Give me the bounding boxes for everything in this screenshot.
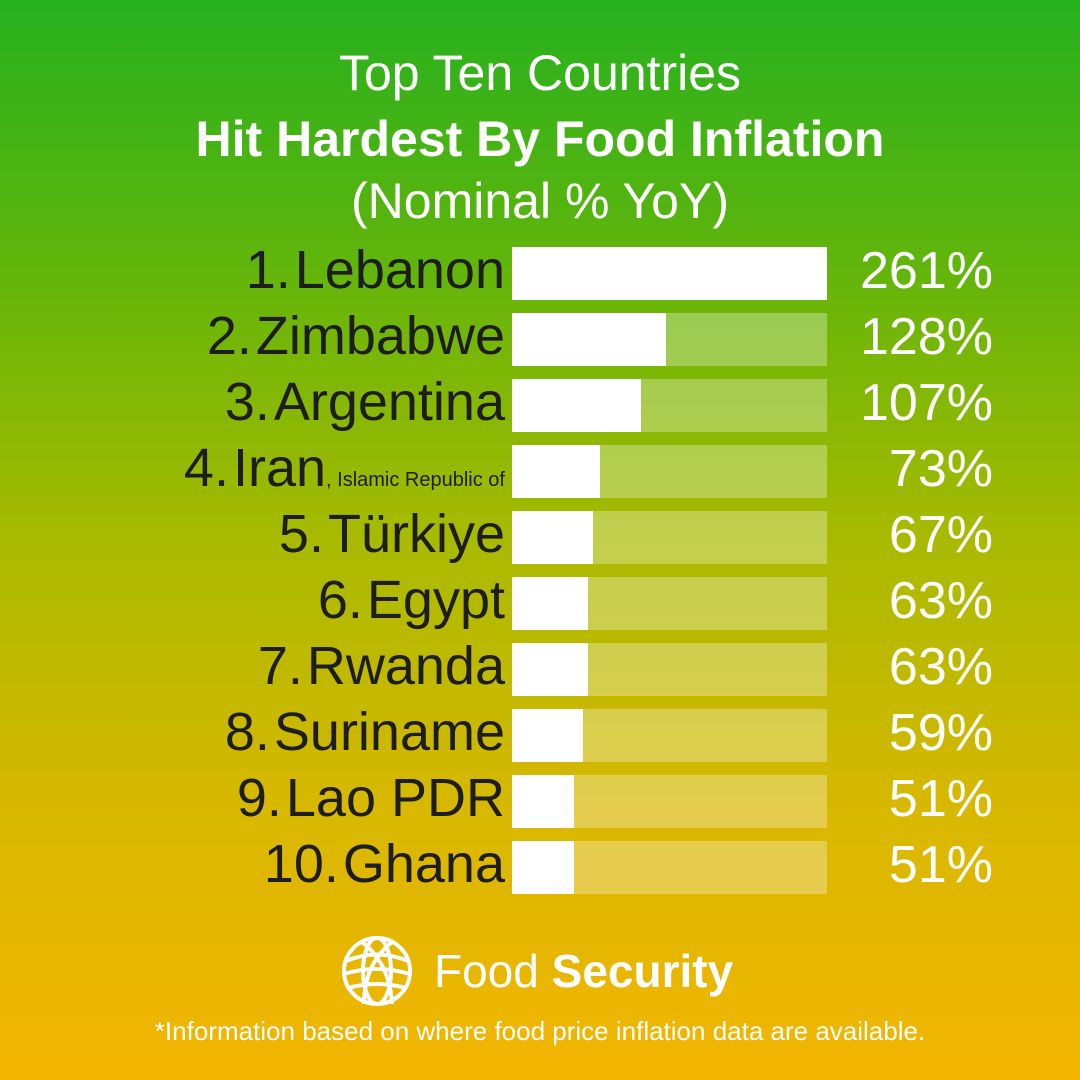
bar-track bbox=[512, 841, 827, 894]
bar-track bbox=[512, 577, 827, 630]
bar-row: 7.Rwanda 63% bbox=[0, 636, 1080, 696]
rank-label: 2. bbox=[206, 306, 252, 366]
bar bbox=[512, 841, 574, 894]
brand-bold: Security bbox=[551, 945, 734, 997]
bar-row: 3.Argentina 107% bbox=[0, 372, 1080, 432]
bar-track bbox=[512, 643, 827, 696]
bar-row: 5.Türkiye 67% bbox=[0, 504, 1080, 564]
rank-label: 3. bbox=[224, 372, 270, 432]
rank-label: 4. bbox=[183, 438, 229, 498]
bar-row: 8.Suriname 59% bbox=[0, 702, 1080, 762]
country-name: Egypt bbox=[366, 570, 505, 630]
value-label: 51% bbox=[888, 836, 993, 894]
country-name: Zimbabwe bbox=[255, 306, 505, 366]
bar bbox=[512, 445, 601, 498]
rank-label: 7. bbox=[257, 636, 303, 696]
bar-row: 6.Egypt 63% bbox=[0, 570, 1080, 630]
category-label: 10.Ghana bbox=[247, 833, 505, 895]
category-label: 1.Lebanon bbox=[199, 239, 505, 301]
category-label: 6.Egypt bbox=[271, 569, 505, 631]
brand-light: Food bbox=[434, 945, 539, 997]
bar-track bbox=[512, 511, 827, 564]
bar bbox=[512, 709, 584, 762]
country-name: Argentina bbox=[273, 372, 505, 432]
globe-icon bbox=[342, 936, 412, 1006]
bar bbox=[512, 511, 593, 564]
value-label: 63% bbox=[888, 638, 993, 696]
chart-subtitle: Hit Hardest By Food Inflation bbox=[195, 111, 885, 167]
value-label: 63% bbox=[888, 572, 993, 630]
country-name: Lao PDR bbox=[285, 768, 505, 828]
chart-unit-label: (Nominal % YoY) bbox=[351, 173, 729, 229]
country-name: Türkiye bbox=[327, 504, 505, 564]
bar-track bbox=[512, 313, 827, 366]
category-label: 9.Lao PDR bbox=[190, 767, 505, 829]
bar bbox=[512, 577, 589, 630]
rank-label: 5. bbox=[278, 504, 324, 564]
bar-track bbox=[512, 775, 827, 828]
rank-label: 9. bbox=[236, 768, 282, 828]
bar-row: 9.Lao PDR 51% bbox=[0, 768, 1080, 828]
bar-row: 4.Iran, Islamic Republic of 73% bbox=[0, 438, 1080, 498]
bar bbox=[512, 643, 589, 696]
bar-track bbox=[512, 379, 827, 432]
value-label: 59% bbox=[888, 704, 993, 762]
bar bbox=[512, 313, 667, 366]
value-label: 67% bbox=[888, 506, 993, 564]
bar-row: 2.Zimbabwe 128% bbox=[0, 306, 1080, 366]
bar bbox=[512, 247, 827, 300]
category-label: 5.Türkiye bbox=[232, 503, 505, 565]
country-name: Ghana bbox=[342, 834, 505, 894]
rank-label: 10. bbox=[263, 834, 339, 894]
value-label: 107% bbox=[860, 374, 993, 432]
bar bbox=[512, 379, 642, 432]
category-label: 4.Iran, Islamic Republic of bbox=[137, 437, 505, 499]
bar-track bbox=[512, 709, 827, 762]
rank-label: 6. bbox=[317, 570, 363, 630]
value-label: 261% bbox=[860, 242, 993, 300]
bar-row: 10.Ghana 51% bbox=[0, 834, 1080, 894]
bar bbox=[512, 775, 574, 828]
chart-title: Top Ten Countries bbox=[338, 45, 742, 101]
country-name: Iran bbox=[232, 438, 327, 498]
value-label: 73% bbox=[888, 440, 993, 498]
bar-row: 1.Lebanon 261% bbox=[0, 240, 1080, 300]
value-label: 128% bbox=[860, 308, 993, 366]
country-name: Rwanda bbox=[306, 636, 505, 696]
food-security-logo: Food Security bbox=[340, 934, 733, 1008]
category-label: 7.Rwanda bbox=[211, 635, 505, 697]
footnote: *Information based on where food price i… bbox=[154, 1016, 926, 1046]
country-suffix: , Islamic Republic of bbox=[326, 469, 505, 491]
country-name: Lebanon bbox=[294, 240, 505, 300]
category-label: 8.Suriname bbox=[178, 701, 505, 763]
country-name: Suriname bbox=[273, 702, 505, 762]
category-label: 2.Zimbabwe bbox=[160, 305, 505, 367]
bar-track bbox=[512, 247, 827, 300]
category-label: 3.Argentina bbox=[178, 371, 505, 433]
rank-label: 1. bbox=[245, 240, 291, 300]
bar-track bbox=[512, 445, 827, 498]
value-label: 51% bbox=[888, 770, 993, 828]
rank-label: 8. bbox=[224, 702, 270, 762]
